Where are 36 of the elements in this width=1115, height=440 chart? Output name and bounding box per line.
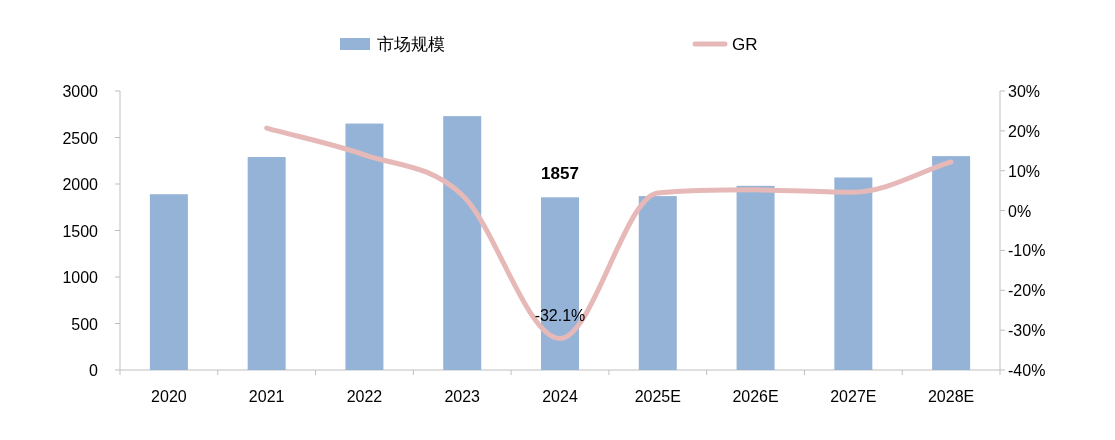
x-tick-label: 2022 xyxy=(346,388,383,405)
x-tick-label: 2020 xyxy=(151,388,187,405)
y2-tick-label: -20% xyxy=(1008,282,1046,300)
y-tick-label: 2500 xyxy=(62,129,99,147)
y-tick-label: 0 xyxy=(89,362,99,379)
y-tick-label: 2000 xyxy=(62,176,99,193)
bar xyxy=(932,156,971,370)
y-tick-label: 500 xyxy=(71,315,99,333)
y2-tick-label: 30% xyxy=(1008,83,1041,100)
y2-tick-label: 20% xyxy=(1008,122,1041,140)
legend-label: 市场规模 xyxy=(377,35,445,54)
x-tick-label: 2024 xyxy=(542,388,578,405)
x-tick-label: 2023 xyxy=(444,388,481,405)
bar xyxy=(443,116,482,370)
y-tick-label: 3000 xyxy=(62,83,99,100)
y2-tick-label: -40% xyxy=(1008,362,1046,379)
y-tick-label: 1000 xyxy=(62,269,99,286)
x-tick-label: 2027E xyxy=(830,388,877,405)
bar xyxy=(834,177,873,370)
data-label: 1857 xyxy=(541,164,579,184)
y2-tick-label: 10% xyxy=(1008,162,1041,180)
x-tick-label: 2021 xyxy=(248,388,285,405)
legend-label: GR xyxy=(732,35,758,54)
y-tick-label: 1500 xyxy=(62,222,99,240)
x-tick-label: 2026E xyxy=(732,388,779,405)
x-tick-label: 2025E xyxy=(634,388,681,405)
x-tick-label: 2028E xyxy=(927,388,975,405)
bar xyxy=(247,157,286,370)
y2-tick-label: 0% xyxy=(1008,202,1032,220)
data-label: -32.1% xyxy=(534,306,586,324)
bar xyxy=(638,196,677,370)
y2-tick-label: -30% xyxy=(1008,322,1046,340)
bar xyxy=(345,123,384,370)
bar xyxy=(736,185,775,370)
bar xyxy=(149,194,188,370)
y2-tick-label: -10% xyxy=(1008,242,1046,260)
